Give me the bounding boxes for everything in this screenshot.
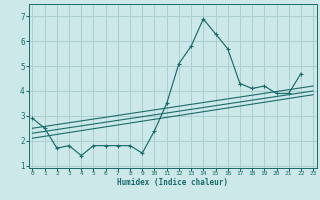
- X-axis label: Humidex (Indice chaleur): Humidex (Indice chaleur): [117, 178, 228, 187]
